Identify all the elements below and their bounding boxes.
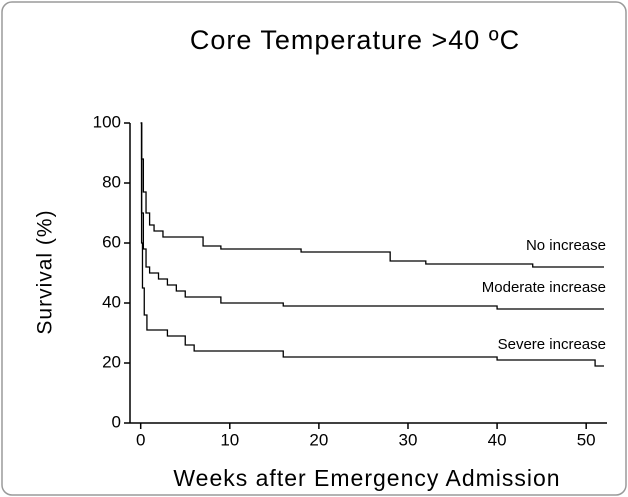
x-tick-label: 40	[488, 430, 507, 449]
y-tick-label: 40	[102, 292, 121, 311]
series-label: Moderate increase	[482, 279, 606, 296]
y-tick-label: 0	[112, 412, 121, 431]
series-label: Severe increase	[498, 336, 606, 353]
x-tick-label: 30	[399, 430, 418, 449]
x-tick-label: 0	[136, 430, 145, 449]
y-tick-label: 100	[93, 112, 121, 131]
x-tick-label: 10	[220, 430, 239, 449]
y-tick-label: 80	[102, 172, 121, 191]
x-tick-label: 20	[309, 430, 328, 449]
chart-title: Core Temperature >40 ºC	[190, 25, 520, 55]
y-tick-label: 20	[102, 352, 121, 371]
series-label: No increase	[526, 237, 606, 254]
x-axis-label: Weeks after Emergency Admission	[173, 465, 560, 491]
y-tick-label: 60	[102, 232, 121, 251]
x-tick-label: 50	[577, 430, 596, 449]
survival-line	[140, 122, 604, 367]
survival-line	[140, 122, 604, 310]
y-axis-label: Survival (%)	[34, 209, 57, 334]
survival-line	[140, 122, 604, 268]
